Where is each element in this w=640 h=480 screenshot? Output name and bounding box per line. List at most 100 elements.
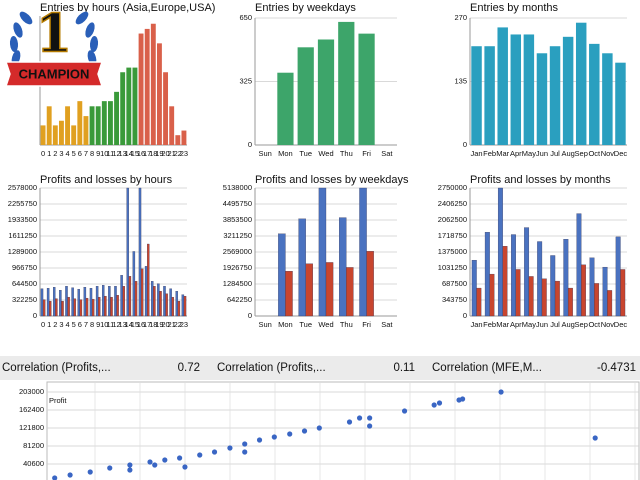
bar <box>71 125 77 145</box>
x-tick-label: 12 <box>112 320 120 329</box>
bar <box>575 22 587 145</box>
bar <box>122 286 125 317</box>
x-tick-label: 11 <box>107 320 115 329</box>
correlation-label: Correlation (Profits,... <box>217 362 326 374</box>
bar <box>55 298 58 317</box>
y-tick-label: 270 <box>454 13 467 22</box>
y-tick-label: 5138000 <box>223 183 252 192</box>
bar <box>489 273 495 317</box>
x-tick-label: Fri <box>362 320 371 329</box>
y-tick-label: 343750 <box>442 295 467 304</box>
bar <box>138 187 142 317</box>
x-tick-label: 16 <box>137 320 145 329</box>
x-tick-label: 5 <box>72 149 76 158</box>
scatter-point <box>227 445 233 451</box>
chart-title: Entries by hours (Asia,Europe,USA) <box>40 2 215 14</box>
y-tick-label: 1718750 <box>438 231 467 240</box>
scatter-frame <box>46 381 640 480</box>
bar <box>594 283 600 317</box>
bar <box>126 67 132 145</box>
bar <box>183 295 187 317</box>
bar <box>602 266 608 317</box>
x-tick-label: Sun <box>258 149 271 158</box>
bar <box>107 101 113 145</box>
bar <box>114 91 120 145</box>
chart-title: Profits and losses by weekdays <box>255 174 409 186</box>
bar <box>318 187 327 317</box>
y-tick-label: 322250 <box>12 295 37 304</box>
x-tick-label: Mar <box>496 149 509 158</box>
bar <box>150 23 156 146</box>
bar <box>550 255 556 317</box>
x-tick-label: Fri <box>362 149 371 158</box>
bar <box>157 283 160 317</box>
y-tick-label: 81200 <box>23 441 44 450</box>
scatter-point <box>197 452 203 458</box>
scatter-point <box>436 400 443 406</box>
bar <box>116 294 119 317</box>
bar <box>175 135 181 145</box>
bar <box>83 116 89 145</box>
y-tick-label: 2406250 <box>438 199 467 208</box>
bar <box>497 27 508 145</box>
y-tick-label: 1289000 <box>8 247 37 256</box>
bar <box>89 288 93 317</box>
champion-badge: 1 CHAMPION <box>4 3 104 87</box>
bar <box>138 33 144 145</box>
x-tick-label: 8 <box>90 149 94 158</box>
bar <box>77 101 83 145</box>
scatter-point <box>242 449 248 455</box>
bar <box>156 43 162 145</box>
x-tick-label: 14 <box>125 320 133 329</box>
bar <box>153 286 156 317</box>
bar <box>144 266 148 317</box>
bar <box>317 39 335 145</box>
y-tick-label: 2750000 <box>438 183 467 192</box>
y-tick-label: 966750 <box>12 263 37 272</box>
x-tick-label: 9 <box>96 320 100 329</box>
x-tick-label: 17 <box>143 320 151 329</box>
y-tick-label: 0 <box>248 311 252 320</box>
bar <box>511 234 516 317</box>
x-tick-label: Jun <box>536 320 548 329</box>
bar <box>77 289 80 317</box>
y-tick-label: 40600 <box>23 459 44 468</box>
y-tick-label: 0 <box>33 311 37 320</box>
bar <box>484 232 490 317</box>
scatter-point <box>87 469 93 475</box>
bar <box>163 72 169 145</box>
bar <box>140 268 144 317</box>
scatter-point <box>242 441 248 447</box>
bar <box>325 262 334 317</box>
bar <box>108 286 111 317</box>
y-axis-label: Profit <box>49 396 67 405</box>
x-tick-label: 0 <box>41 320 45 329</box>
bar <box>524 227 530 317</box>
bar <box>602 53 613 145</box>
x-tick-label: Oct <box>588 149 601 158</box>
x-tick-label: 18 <box>149 320 157 329</box>
scatter-point <box>367 423 373 429</box>
bar <box>46 288 50 317</box>
x-tick-label: Tue <box>299 149 312 158</box>
bar <box>98 296 101 317</box>
bar <box>359 187 367 317</box>
x-tick-label: Jul <box>550 320 560 329</box>
bar <box>278 233 286 317</box>
bar <box>484 46 495 145</box>
bar <box>126 187 129 317</box>
bar <box>114 286 117 317</box>
bar <box>285 271 293 317</box>
bar <box>102 285 105 317</box>
x-tick-label: 9 <box>96 149 100 158</box>
x-tick-label: 10 <box>100 320 108 329</box>
correlation-value: 0.11 <box>393 362 415 374</box>
x-tick-label: Mar <box>496 320 509 329</box>
x-tick-label: 6 <box>78 320 82 329</box>
bar <box>181 294 185 317</box>
bar <box>120 275 123 317</box>
scatter-point <box>162 457 168 463</box>
x-tick-label: Apr <box>510 149 522 158</box>
bar <box>175 291 178 317</box>
